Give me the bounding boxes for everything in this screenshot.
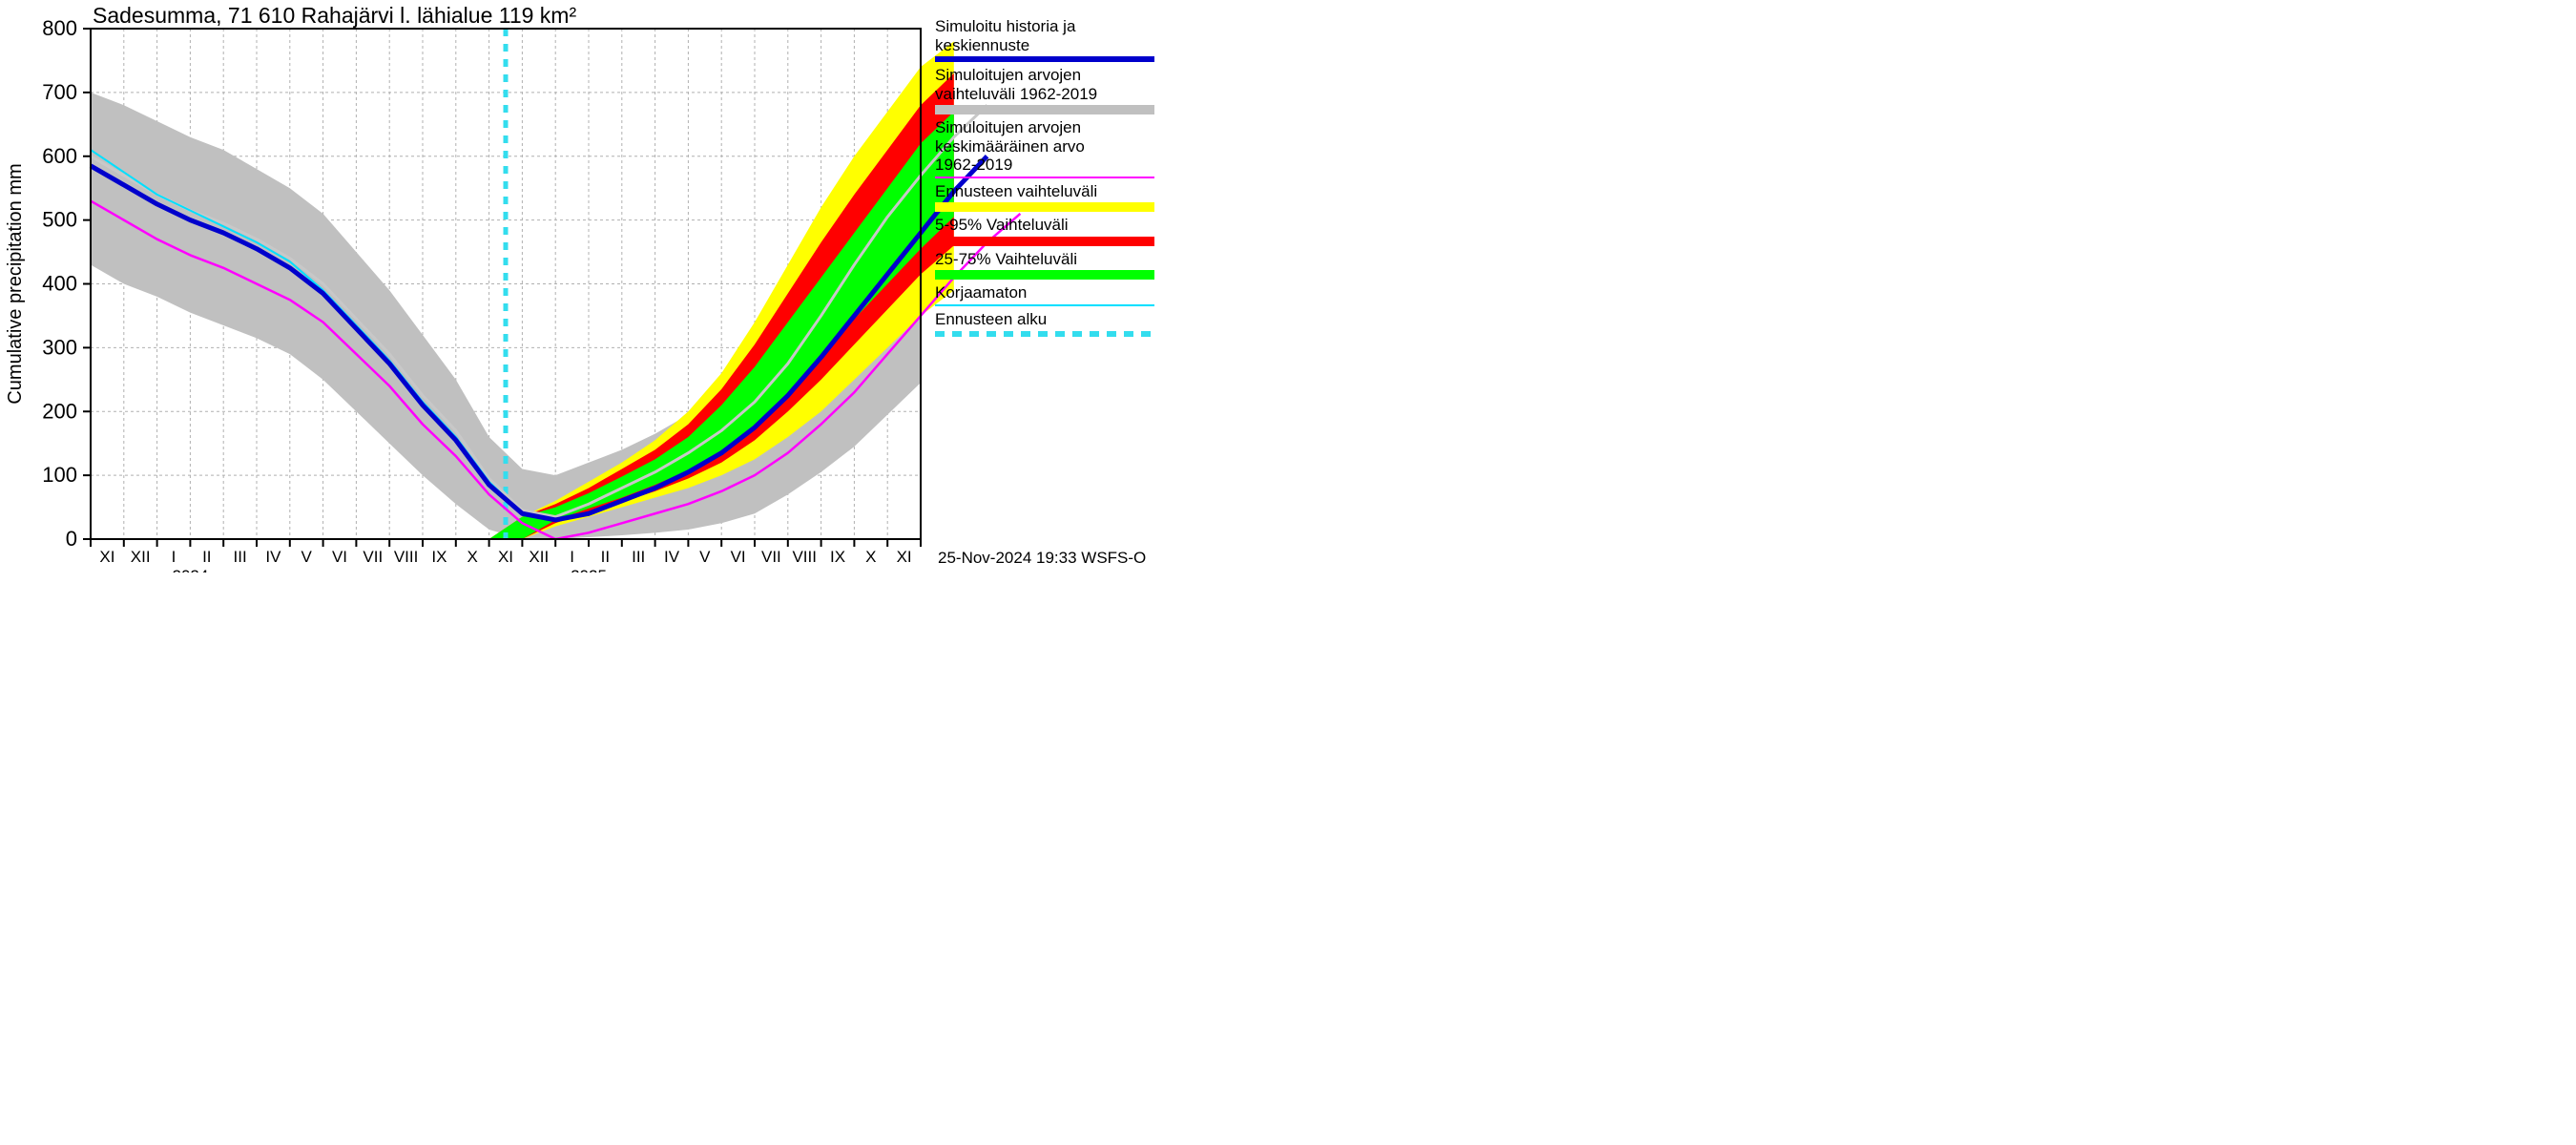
- svg-text:XI: XI: [99, 548, 114, 566]
- svg-text:III: III: [234, 548, 247, 566]
- legend-label: Simuloitujen arvojen: [935, 118, 1154, 137]
- svg-text:600: 600: [42, 144, 77, 168]
- legend-item: Ennusteen vaihteluväli: [935, 182, 1154, 213]
- svg-text:2024: 2024: [172, 567, 208, 572]
- legend-swatch: [935, 304, 1154, 306]
- svg-text:Sadesumma, 71 610 Rahajärvi l.: Sadesumma, 71 610 Rahajärvi l. lähialue …: [93, 3, 576, 28]
- legend-swatch: [935, 56, 1154, 62]
- legend-swatch: [935, 105, 1154, 114]
- legend-label: Ennusteen vaihteluväli: [935, 182, 1154, 201]
- legend-label: Ennusteen alku: [935, 310, 1154, 329]
- svg-text:VIII: VIII: [394, 548, 419, 566]
- legend-swatch: [935, 202, 1154, 212]
- legend-swatch: [935, 270, 1154, 280]
- svg-text:II: II: [202, 548, 211, 566]
- svg-text:VII: VII: [761, 548, 781, 566]
- legend-label: Simuloitu historia ja: [935, 17, 1154, 36]
- legend-label: keskiennuste: [935, 36, 1154, 55]
- legend-label: keskimääräinen arvo: [935, 137, 1154, 156]
- legend-swatch: [935, 331, 1154, 337]
- svg-text:700: 700: [42, 80, 77, 104]
- svg-text:I: I: [172, 548, 177, 566]
- legend: Simuloitu historia jakeskiennusteSimuloi…: [935, 17, 1154, 341]
- svg-text:IX: IX: [830, 548, 845, 566]
- svg-text:VIII: VIII: [792, 548, 817, 566]
- legend-item: Simuloitujen arvojenkeskimääräinen arvo …: [935, 118, 1154, 178]
- svg-text:Cumulative precipitation mm: Cumulative precipitation mm: [5, 163, 26, 404]
- svg-text:XII: XII: [131, 548, 151, 566]
- chart-svg: 0100200300400500600700800XIXIIIIIIIIIVVV…: [0, 0, 1431, 572]
- svg-text:0: 0: [66, 527, 77, 551]
- legend-item: Ennusteen alku: [935, 310, 1154, 337]
- svg-text:IX: IX: [431, 548, 447, 566]
- svg-text:XII: XII: [529, 548, 549, 566]
- legend-label: 1962-2019: [935, 156, 1154, 175]
- legend-label: Korjaamaton: [935, 283, 1154, 302]
- footer-timestamp: 25-Nov-2024 19:33 WSFS-O: [938, 549, 1146, 568]
- svg-text:400: 400: [42, 272, 77, 296]
- legend-label: 25-75% Vaihteluväli: [935, 250, 1154, 269]
- footer-text: 25-Nov-2024 19:33 WSFS-O: [938, 549, 1146, 567]
- svg-text:VI: VI: [731, 548, 746, 566]
- svg-text:I: I: [570, 548, 574, 566]
- legend-label: 5-95% Vaihteluväli: [935, 216, 1154, 235]
- svg-text:500: 500: [42, 208, 77, 232]
- svg-text:III: III: [632, 548, 645, 566]
- svg-text:IV: IV: [265, 548, 281, 566]
- legend-label: Simuloitujen arvojen: [935, 66, 1154, 85]
- legend-item: 25-75% Vaihteluväli: [935, 250, 1154, 281]
- svg-text:300: 300: [42, 335, 77, 359]
- svg-text:VII: VII: [363, 548, 383, 566]
- svg-text:VI: VI: [332, 548, 347, 566]
- svg-text:200: 200: [42, 399, 77, 423]
- legend-item: Simuloitujen arvojenvaihteluväli 1962-20…: [935, 66, 1154, 114]
- legend-item: 5-95% Vaihteluväli: [935, 216, 1154, 246]
- svg-text:X: X: [865, 548, 876, 566]
- chart-container: 0100200300400500600700800XIXIIIIIIIIIVVV…: [0, 0, 1431, 572]
- legend-label: vaihteluväli 1962-2019: [935, 85, 1154, 104]
- svg-text:100: 100: [42, 463, 77, 487]
- svg-text:IV: IV: [664, 548, 680, 566]
- svg-text:XI: XI: [498, 548, 513, 566]
- svg-text:2025: 2025: [571, 567, 607, 572]
- svg-text:V: V: [699, 548, 711, 566]
- legend-swatch: [935, 237, 1154, 246]
- legend-item: Simuloitu historia jakeskiennuste: [935, 17, 1154, 62]
- svg-text:XI: XI: [897, 548, 912, 566]
- svg-text:X: X: [467, 548, 478, 566]
- legend-item: Korjaamaton: [935, 283, 1154, 306]
- svg-text:800: 800: [42, 16, 77, 40]
- svg-text:V: V: [301, 548, 313, 566]
- legend-swatch: [935, 177, 1154, 178]
- svg-text:II: II: [601, 548, 610, 566]
